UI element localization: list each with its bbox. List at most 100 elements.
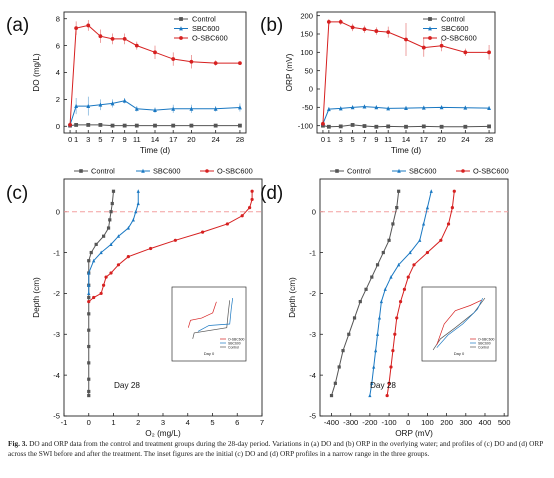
legend-label: Control <box>441 15 465 24</box>
data-point <box>87 291 91 296</box>
data-point <box>98 34 103 39</box>
data-point <box>99 250 103 255</box>
x-axis-label: O₂ (mg/L) <box>145 429 181 438</box>
y-tick-label: -3 <box>309 330 316 339</box>
data-point <box>397 189 401 193</box>
data-point <box>487 50 491 55</box>
data-point <box>439 43 444 48</box>
x-tick-label: -400 <box>324 418 339 427</box>
legend-label: O-SBC600 <box>441 34 477 43</box>
data-point <box>87 389 91 394</box>
y-tick-label: -2 <box>309 289 316 298</box>
data-point <box>352 316 357 320</box>
x-tick-label: 0 <box>68 135 72 144</box>
legend-label: SBC600 <box>409 167 437 176</box>
data-point <box>87 259 91 263</box>
data-point <box>391 349 395 353</box>
legend-marker <box>141 168 145 173</box>
y-axis-label: Depth (cm) <box>288 277 297 318</box>
x-tick-label: 7 <box>362 135 366 144</box>
series-Control <box>68 123 242 128</box>
data-point <box>404 37 408 42</box>
legend-marker <box>428 36 432 40</box>
data-point <box>87 328 91 332</box>
data-point <box>439 238 443 242</box>
data-point <box>395 206 399 210</box>
data-point <box>74 103 79 109</box>
y-tick-label: 150 <box>300 30 313 39</box>
y-tick-label: -4 <box>53 371 60 380</box>
legend-marker <box>461 169 465 173</box>
inset-legend-label: Control <box>228 345 239 349</box>
x-tick-label: 20 <box>437 135 445 144</box>
data-point <box>110 101 115 106</box>
x-tick-label: -100 <box>381 418 396 427</box>
x-axis-label: Time (d) <box>391 146 421 155</box>
y-tick-label: -2 <box>53 289 60 298</box>
data-point <box>321 121 325 126</box>
data-point <box>86 123 91 127</box>
inset-legend-label: SBC600 <box>478 341 491 345</box>
series-line <box>322 124 490 128</box>
y-tick-label: -5 <box>53 412 60 421</box>
data-point <box>391 222 395 226</box>
legend-marker <box>335 169 339 173</box>
data-point <box>404 124 408 129</box>
data-point <box>374 29 379 33</box>
data-point <box>136 201 140 206</box>
data-point <box>406 275 410 279</box>
data-point <box>134 43 139 48</box>
day-annotation: Day 28 <box>114 381 140 390</box>
data-point <box>452 189 456 193</box>
series-line <box>70 124 240 127</box>
x-tick-label: 300 <box>459 418 472 427</box>
panel-d: (d) -400 -300 -200 -100 0 100 200 300 400 500 0 -1 -2… <box>260 167 510 438</box>
data-point <box>487 124 491 129</box>
series-line <box>88 191 139 294</box>
legend-marker <box>205 169 209 173</box>
data-point <box>122 36 127 41</box>
data-point <box>153 50 157 55</box>
data-point <box>189 106 194 111</box>
data-point <box>379 299 383 304</box>
data-point <box>350 25 355 30</box>
x-tick-label: 11 <box>384 135 392 144</box>
data-point <box>110 123 115 128</box>
x-tick-label: 2 <box>136 418 140 427</box>
data-point <box>109 242 113 246</box>
x-tick-label: 9 <box>123 135 127 144</box>
y-tick-label: 50 <box>305 66 313 75</box>
inset-trace <box>432 297 486 351</box>
y-tick-label: 8 <box>56 14 60 23</box>
x-tick-label: 17 <box>169 135 177 144</box>
data-point <box>326 20 331 24</box>
data-point <box>171 57 176 61</box>
data-point <box>122 98 127 103</box>
figure-caption: Fig. 3. DO and ORP data from the control… <box>8 439 546 459</box>
data-point <box>418 238 422 242</box>
data-point <box>385 393 389 398</box>
data-point <box>350 105 355 110</box>
x-tick-label: 100 <box>421 418 434 427</box>
x-tick-label: 17 <box>420 135 428 144</box>
x-tick-label: 6 <box>235 418 239 427</box>
data-point <box>87 299 91 304</box>
data-point <box>383 287 387 291</box>
legend-label: SBC600 <box>441 24 469 33</box>
data-point <box>362 124 367 128</box>
legend-label: O-SBC600 <box>192 34 228 43</box>
series-SBC600 <box>368 189 433 398</box>
data-point <box>98 123 103 127</box>
series-line <box>322 21 490 124</box>
legend-label: SBC600 <box>153 167 181 176</box>
axes-frame <box>319 178 509 417</box>
data-point <box>99 291 103 296</box>
data-point <box>87 295 91 300</box>
data-point <box>463 50 468 55</box>
data-point <box>364 287 368 291</box>
x-tick-label: -1 <box>61 418 68 427</box>
